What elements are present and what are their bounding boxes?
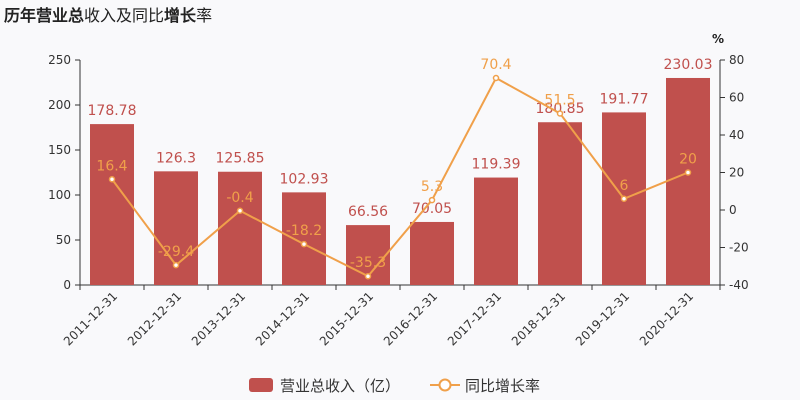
x-tick-label: 2014-12-31 — [253, 289, 312, 348]
revenue-bar[interactable] — [90, 124, 134, 286]
title-part: 收入及同比 — [84, 6, 164, 25]
growth-point-label: 70.4 — [480, 57, 511, 73]
growth-point[interactable] — [236, 207, 244, 214]
growth-point-label: 20 — [679, 152, 697, 168]
growth-point-label: 16.4 — [96, 158, 127, 174]
revenue-bar-label: 180.85 — [536, 101, 585, 117]
revenue-bar-label: 178.78 — [88, 103, 137, 119]
revenue-bar-label: 191.77 — [600, 91, 649, 107]
title-part: 增长 — [164, 6, 197, 25]
revenue-bar-labels: 178.78 126.3 125.85 102.93 66.56 70.05 119.39 1… — [88, 57, 713, 220]
left-tick-label: 50 — [56, 233, 71, 247]
growth-point-label: -18.2 — [286, 223, 322, 239]
right-tick-label: 20 — [729, 166, 744, 180]
growth-point[interactable] — [300, 240, 308, 248]
growth-point-label: 51.5 — [544, 92, 575, 108]
revenue-bar[interactable] — [666, 77, 710, 286]
growth-point-label: -35.3 — [350, 255, 386, 271]
x-axis: 2011-12-31 2012-12-31 2013-12-31 2014-12-31… — [61, 284, 721, 348]
x-tick-label: 2019-12-31 — [573, 289, 632, 348]
left-tick-label: 100 — [48, 188, 71, 202]
growth-point[interactable] — [684, 169, 692, 176]
revenue-bar-label: 70.05 — [412, 201, 452, 217]
right-y-axis: % -40 -20 0 20 40 60 80 — [712, 32, 749, 292]
right-tick-label: -40 — [729, 278, 749, 292]
legend-item-growth[interactable]: 同比增长率 — [430, 377, 540, 395]
revenue-bar[interactable] — [474, 177, 518, 285]
left-tick-label: 150 — [48, 143, 71, 157]
x-tick-label: 2020-12-31 — [637, 289, 696, 348]
right-tick-label: 80 — [729, 53, 744, 67]
growth-line-labels: 16.4 -29.4 -0.4 -18.2 -35.3 5.3 70.4 51.5 6 20 — [96, 57, 697, 271]
growth-line-series — [108, 74, 692, 280]
legend-swatch-revenue — [249, 378, 273, 392]
title-part: 率 — [196, 6, 212, 25]
legend-label-growth: 同比增长率 — [465, 377, 540, 395]
growth-point[interactable] — [108, 176, 116, 183]
right-tick-label: 0 — [729, 203, 737, 217]
growth-point[interactable] — [620, 195, 628, 202]
growth-point-label: -0.4 — [226, 190, 253, 206]
revenue-bar-label: 125.85 — [216, 151, 265, 167]
legend-label-revenue: 营业总收入（亿） — [280, 377, 400, 395]
x-tick-label: 2016-12-31 — [381, 289, 440, 348]
growth-point[interactable] — [428, 196, 436, 204]
title-part: 历年 — [4, 6, 36, 25]
x-tick-label: 2011-12-31 — [61, 289, 120, 348]
growth-point-label: 6 — [620, 178, 629, 194]
revenue-bar[interactable] — [538, 122, 582, 285]
revenue-bar-label: 119.39 — [472, 157, 521, 173]
right-tick-label: -20 — [729, 241, 749, 255]
right-axis-unit: % — [712, 32, 724, 46]
growth-point-label: 5.3 — [421, 179, 443, 195]
x-tick-label: 2017-12-31 — [445, 289, 504, 348]
revenue-bar[interactable] — [282, 192, 326, 285]
revenue-bar-label: 230.03 — [664, 57, 713, 73]
left-tick-label: 200 — [48, 98, 71, 112]
growth-line — [111, 76, 689, 278]
growth-point-label: -29.4 — [158, 244, 194, 260]
revenue-bar-label: 102.93 — [280, 171, 329, 187]
x-tick-label: 2013-12-31 — [189, 289, 248, 348]
legend-item-revenue[interactable]: 营业总收入（亿） — [249, 377, 400, 395]
chart-title: 历年营业总收入及同比增长率 — [4, 6, 212, 25]
right-tick-label: 40 — [729, 128, 744, 142]
revenue-bar[interactable] — [410, 221, 454, 285]
legend: 营业总收入（亿） 同比增长率 — [249, 377, 540, 395]
legend-marker-growth — [438, 378, 452, 392]
revenue-bar[interactable] — [218, 171, 262, 285]
x-tick-label: 2018-12-31 — [509, 289, 568, 348]
growth-point[interactable] — [172, 261, 180, 269]
growth-point[interactable] — [556, 110, 564, 117]
x-tick-label: 2015-12-31 — [317, 289, 376, 348]
growth-point[interactable] — [492, 74, 500, 82]
revenue-bar-label: 66.56 — [348, 204, 388, 220]
revenue-bars — [90, 77, 710, 286]
left-tick-label: 250 — [48, 53, 71, 67]
growth-point[interactable] — [364, 272, 372, 280]
title-part: 营业总 — [36, 6, 84, 25]
right-tick-label: 60 — [729, 91, 744, 105]
x-tick-label: 2012-12-31 — [125, 289, 184, 348]
left-tick-label: 0 — [63, 278, 71, 292]
revenue-bar-label: 126.3 — [156, 150, 196, 166]
left-y-axis: 0 50 100 150 200 250 — [48, 53, 81, 292]
